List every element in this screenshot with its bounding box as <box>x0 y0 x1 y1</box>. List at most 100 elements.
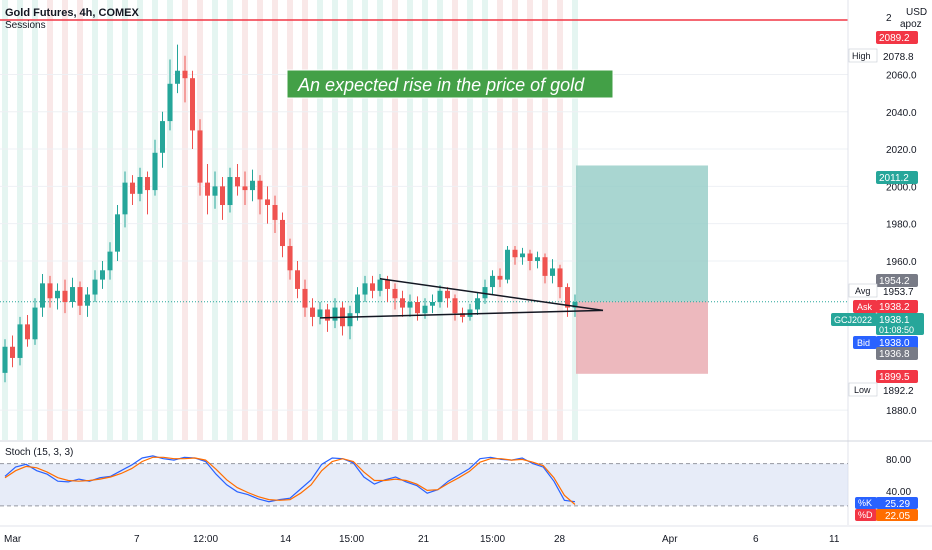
candle-down <box>370 283 375 291</box>
target-price-tag <box>876 171 918 184</box>
candle-up <box>550 268 555 276</box>
last-price-tag <box>876 313 924 335</box>
time-tick-label: 15:00 <box>480 534 505 545</box>
price-tick-label: 2020.0 <box>886 145 917 156</box>
price-tick-label: 2000.0 <box>886 182 917 193</box>
session-stripe <box>422 0 428 440</box>
session-stripe <box>167 0 173 440</box>
stoch-band <box>0 463 848 506</box>
session-stripe <box>92 0 98 440</box>
session-stripe <box>572 0 578 440</box>
session-stripe <box>287 0 293 440</box>
symbol-tag[interactable] <box>831 313 877 326</box>
candle-up <box>355 294 360 314</box>
avg-value: 1953.7 <box>883 287 914 298</box>
candle-down <box>400 298 405 308</box>
session-stripe <box>437 0 443 440</box>
session-stripe <box>392 0 398 440</box>
triangle-upper-line <box>379 277 604 312</box>
candle-down <box>385 279 390 289</box>
candle-down <box>10 346 15 358</box>
candle-up <box>250 180 255 191</box>
axis-currency: USD <box>906 7 927 18</box>
candle-down <box>190 78 195 131</box>
high-key-tag <box>848 48 878 63</box>
prior-price-tag <box>876 274 918 287</box>
price-tick-label: 1960.0 <box>886 257 917 268</box>
candle-up <box>122 182 128 215</box>
prior-price-value: 1954.2 <box>879 276 910 287</box>
session-stripe <box>347 0 353 440</box>
time-tick-label: 7 <box>134 534 140 545</box>
candle-up <box>137 177 143 194</box>
session-stripe <box>362 0 368 440</box>
resistance-price-tag <box>876 31 918 44</box>
triangle-pattern <box>319 277 604 319</box>
grey-price-value: 1936.8 <box>879 349 910 360</box>
k-key-tag <box>855 497 877 509</box>
bid-price-value: 1938.0 <box>879 338 910 349</box>
candle-up <box>422 305 428 314</box>
annotation-box[interactable] <box>286 69 614 99</box>
candle-down <box>460 313 465 317</box>
candle-up <box>100 270 105 280</box>
candle-down <box>197 130 203 183</box>
candle-down <box>235 177 240 187</box>
candle-down <box>280 219 285 247</box>
candle-up <box>92 279 98 295</box>
candle-up <box>317 309 323 317</box>
target-zone <box>576 165 708 302</box>
candle-down <box>77 287 83 306</box>
candle-up <box>2 346 8 373</box>
candle-up <box>347 313 353 327</box>
session-stripe <box>467 0 473 440</box>
stoch-k-line <box>4 455 576 503</box>
session-stripe <box>542 0 548 440</box>
session-stripe <box>557 0 563 440</box>
high-value: 2078.8 <box>883 52 914 63</box>
candle-up <box>175 70 180 84</box>
session-stripe <box>452 0 458 440</box>
candle-down <box>302 288 308 308</box>
k-value-tag <box>876 497 918 509</box>
time-tick-label: 28 <box>554 534 566 545</box>
session-stripe <box>242 0 248 440</box>
candle-up <box>107 251 113 271</box>
time-tick-label: 21 <box>418 534 430 545</box>
price-tick-label: 1980.0 <box>886 220 917 231</box>
session-stripe <box>197 0 203 440</box>
session-stripe <box>512 0 518 440</box>
candle-down <box>557 268 563 288</box>
session-shading <box>2 0 578 440</box>
candle-up <box>505 249 510 280</box>
low-key: Low <box>854 385 871 395</box>
time-tick-label: Mar <box>4 534 22 545</box>
candle-up <box>167 83 173 122</box>
ask-key: Ask <box>857 302 873 312</box>
session-stripe <box>77 0 83 440</box>
session-stripe <box>137 0 143 440</box>
candle-up <box>227 177 233 206</box>
d-key: %D <box>858 510 873 520</box>
candle-down <box>512 249 518 258</box>
stop-zone <box>576 301 708 374</box>
sessions-indicator-label[interactable]: Sessions <box>5 20 46 31</box>
candle-up <box>535 257 540 261</box>
candle-up <box>212 186 218 196</box>
d-value: 22.05 <box>885 511 910 522</box>
stoch-title[interactable]: Stoch (15, 3, 3) <box>5 447 73 458</box>
candle-down <box>220 186 225 206</box>
candle-down <box>445 290 450 299</box>
time-tick-label: 6 <box>753 534 759 545</box>
last-price-value: 1938.1 <box>879 315 910 326</box>
time-axis[interactable]: Mar 7 12:00 14 15:00 21 15:00 28 Apr 6 11 <box>4 534 840 545</box>
triangle-lower-line <box>319 309 604 319</box>
session-stripe <box>257 0 263 440</box>
stoch-tick-80: 80.00 <box>886 455 911 466</box>
d-key-tag <box>855 509 877 521</box>
session-stripe <box>62 0 68 440</box>
stoch-d-line <box>4 456 576 505</box>
ask-price-value: 1938.2 <box>879 302 910 313</box>
bid-key-tag <box>853 336 877 349</box>
time-tick-label: 11 <box>829 534 840 545</box>
